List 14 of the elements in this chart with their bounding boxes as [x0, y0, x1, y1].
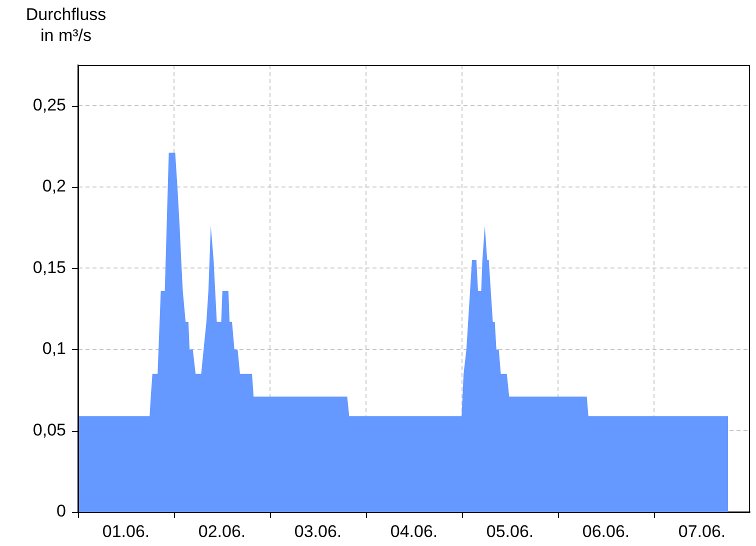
y-tick-label: 0	[56, 502, 66, 521]
y-tick-label: 0,2	[42, 176, 66, 196]
y-tick-label: 0,15	[32, 258, 66, 277]
x-tick-label: 02.06.	[198, 522, 246, 541]
y-axis-title: Durchfluss in m³/s	[24, 4, 108, 46]
x-tick-label: 04.06.	[390, 522, 438, 541]
x-tick-label: 06.06.	[582, 522, 630, 541]
y-tick-label: 0,05	[32, 420, 66, 440]
x-tick-label: 01.06.	[102, 522, 150, 541]
x-tick-label: 03.06.	[294, 522, 342, 541]
y-tick-label: 0,1	[42, 339, 66, 358]
x-tick-label: 05.06.	[486, 522, 534, 541]
x-tick-label: 07.06.	[678, 522, 726, 541]
y-tick-label: 0,25	[32, 95, 66, 114]
